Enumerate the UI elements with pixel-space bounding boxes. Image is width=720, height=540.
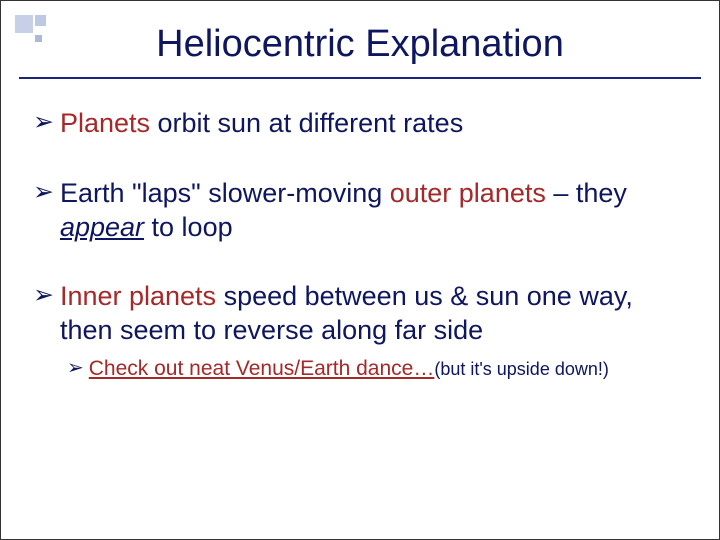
bullet-marker: ➢ xyxy=(33,280,54,311)
link-outer-planets[interactable]: outer planets xyxy=(390,178,546,208)
bullet-text: Planets orbit sun at different rates xyxy=(60,107,689,141)
sub-bullet-item: ➢ Check out neat Venus/Earth dance…(but … xyxy=(67,356,689,382)
bullet-item: ➢ Earth "laps" slower-moving outer plane… xyxy=(33,177,689,245)
slide-content: ➢ Planets orbit sun at different rates ➢… xyxy=(33,107,689,382)
emphasis-appear: appear xyxy=(60,212,144,242)
bullet-item: ➢ Planets orbit sun at different rates xyxy=(33,107,689,141)
link-inner-planets[interactable]: Inner planets xyxy=(60,281,216,311)
bullet-text: Earth "laps" slower-moving outer planets… xyxy=(60,177,689,245)
title-divider xyxy=(19,77,701,79)
bullet-marker: ➢ xyxy=(33,177,54,208)
link-venus-earth-dance[interactable]: Check out neat Venus/Earth dance… xyxy=(89,357,435,380)
slide-title: Heliocentric Explanation xyxy=(1,23,719,66)
sub-tail: (but it's upside down!) xyxy=(434,359,609,379)
link-planets[interactable]: Planets xyxy=(60,108,150,138)
bullet-marker: ➢ xyxy=(33,107,54,138)
sub-bullet-text: Check out neat Venus/Earth dance…(but it… xyxy=(89,356,609,382)
bullet-text: Inner planets speed between us & sun one… xyxy=(60,280,689,348)
bullet-marker: ➢ xyxy=(67,356,84,381)
bullet-item: ➢ Inner planets speed between us & sun o… xyxy=(33,280,689,348)
